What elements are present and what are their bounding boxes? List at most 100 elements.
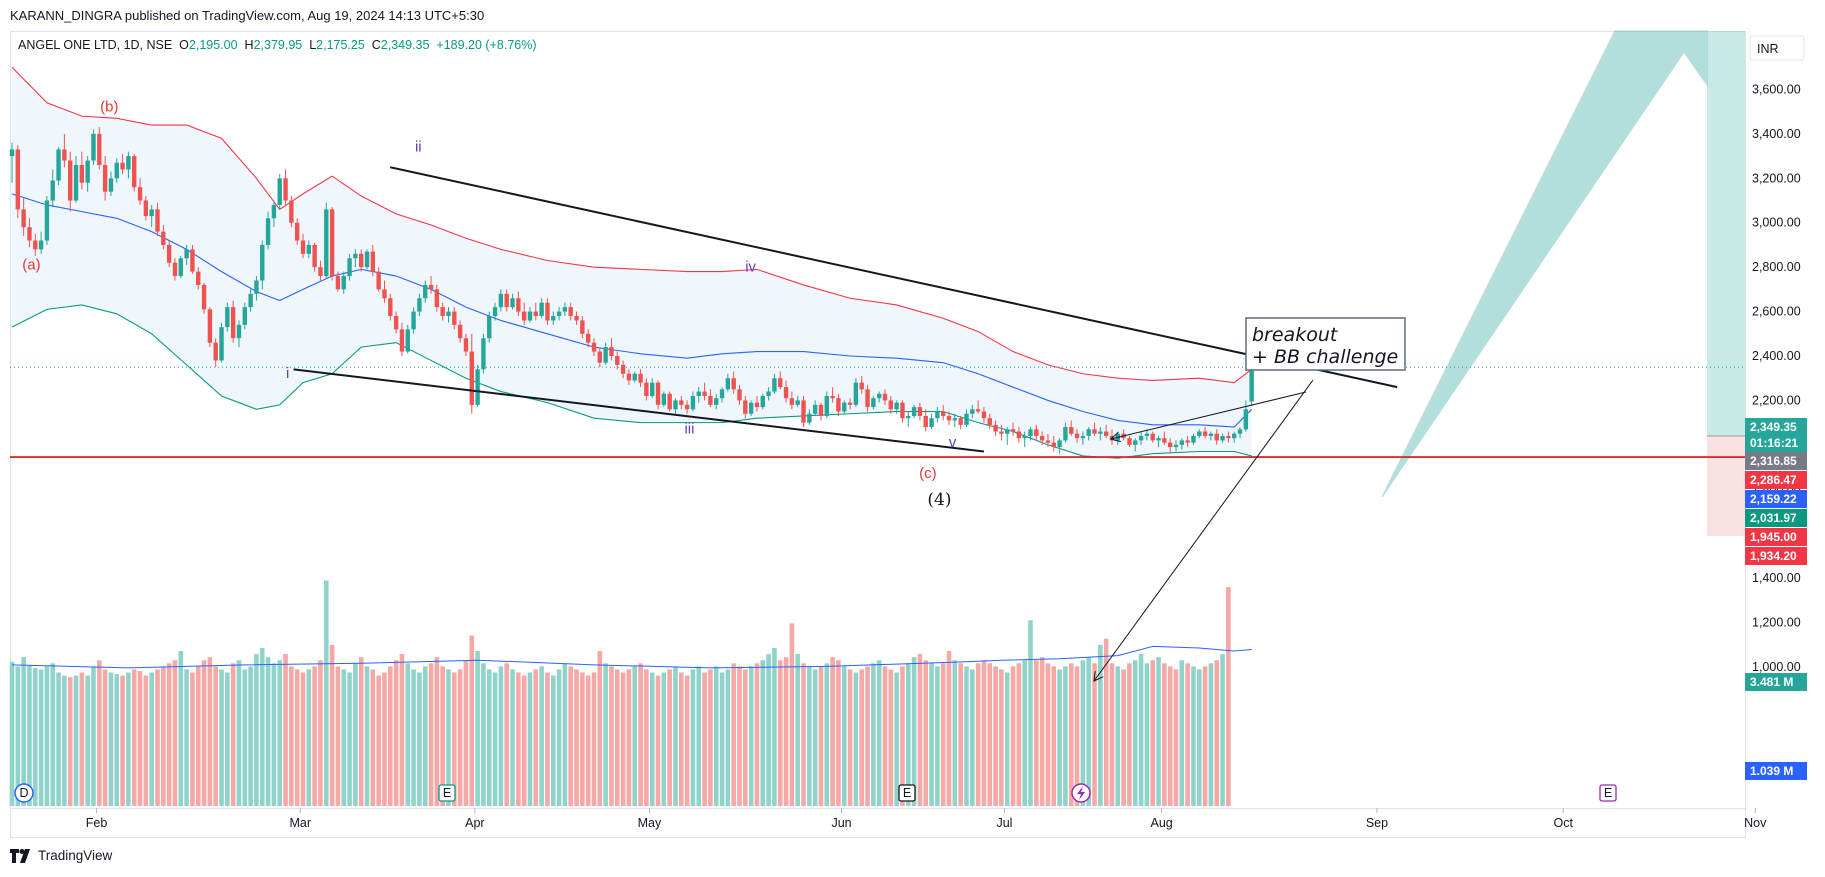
candle[interactable] — [510, 293, 515, 310]
candle[interactable] — [219, 322, 224, 363]
candle[interactable] — [516, 291, 521, 317]
candle[interactable] — [1022, 431, 1027, 448]
candle[interactable] — [1063, 422, 1068, 443]
candle[interactable] — [353, 249, 358, 268]
candle[interactable] — [615, 351, 620, 370]
candle[interactable] — [498, 289, 504, 312]
earnings-marker[interactable] — [898, 784, 916, 802]
candle[interactable] — [318, 260, 323, 281]
candle[interactable] — [504, 289, 509, 312]
candle[interactable] — [166, 240, 172, 268]
candle[interactable] — [766, 387, 771, 401]
candle[interactable] — [155, 202, 160, 237]
candle[interactable] — [807, 409, 812, 425]
candle[interactable] — [452, 307, 457, 330]
candle[interactable] — [27, 218, 32, 248]
candle[interactable] — [312, 242, 317, 272]
candle[interactable] — [556, 307, 562, 321]
candle[interactable] — [242, 302, 247, 330]
candle[interactable] — [149, 204, 154, 228]
candle[interactable] — [778, 371, 783, 390]
candle[interactable] — [225, 302, 230, 332]
candle[interactable] — [376, 267, 381, 292]
candle[interactable] — [958, 415, 963, 430]
candle[interactable] — [434, 284, 440, 312]
candle[interactable] — [405, 324, 410, 354]
candle[interactable] — [428, 276, 434, 294]
candle[interactable] — [364, 249, 370, 270]
candle[interactable] — [521, 302, 527, 325]
currency-selector[interactable]: INR — [1749, 35, 1805, 61]
candle[interactable] — [679, 395, 684, 410]
candle[interactable] — [754, 395, 760, 412]
candle[interactable] — [108, 171, 114, 197]
candle[interactable] — [1191, 433, 1196, 445]
candle[interactable] — [196, 267, 201, 290]
candle[interactable] — [574, 311, 579, 325]
candle[interactable] — [1028, 427, 1033, 441]
candle[interactable] — [655, 380, 661, 410]
candle[interactable] — [888, 395, 894, 414]
candle[interactable] — [842, 400, 847, 414]
candle[interactable] — [137, 178, 143, 205]
candle[interactable] — [1167, 438, 1173, 454]
candle[interactable] — [638, 369, 643, 388]
candle[interactable] — [184, 244, 189, 265]
candle[interactable] — [714, 393, 719, 410]
candle[interactable] — [1185, 435, 1190, 448]
candle[interactable] — [102, 156, 108, 201]
callout-arrow-price[interactable] — [1111, 391, 1307, 439]
candle[interactable] — [964, 409, 969, 428]
candle[interactable] — [911, 404, 917, 419]
candle[interactable] — [1057, 438, 1062, 454]
candle[interactable] — [1173, 440, 1179, 452]
candle[interactable] — [1226, 431, 1231, 443]
candle[interactable] — [335, 271, 341, 292]
candle[interactable] — [1103, 424, 1109, 439]
candle[interactable] — [981, 407, 987, 423]
candle[interactable] — [1208, 431, 1214, 441]
candle[interactable] — [946, 411, 952, 425]
candle[interactable] — [865, 384, 870, 412]
candle[interactable] — [399, 322, 405, 356]
candle[interactable] — [632, 371, 637, 383]
candle[interactable] — [609, 338, 614, 361]
candle[interactable] — [300, 233, 306, 259]
candle[interactable] — [1080, 431, 1086, 445]
candle[interactable] — [871, 395, 876, 410]
candle[interactable] — [1016, 427, 1022, 443]
candle[interactable] — [906, 411, 911, 428]
callout-box[interactable]: breakout + BB challenge — [1245, 317, 1406, 371]
candle[interactable] — [748, 400, 754, 416]
candle[interactable] — [999, 424, 1004, 441]
candle[interactable] — [539, 298, 544, 319]
candle[interactable] — [690, 391, 696, 412]
candle[interactable] — [824, 391, 829, 419]
candle[interactable] — [900, 400, 905, 423]
candle[interactable] — [853, 378, 859, 408]
candle[interactable] — [213, 338, 218, 368]
candle[interactable] — [859, 375, 864, 394]
candle[interactable] — [306, 240, 312, 259]
candle[interactable] — [580, 316, 585, 339]
candle[interactable] — [417, 293, 422, 317]
symbol-legend[interactable]: ANGEL ONE LTD, 1D, NSE O2,195.00 H2,379.… — [18, 38, 537, 52]
candle[interactable] — [1074, 429, 1080, 443]
candle[interactable] — [801, 395, 806, 428]
candle[interactable] — [941, 404, 946, 421]
candle[interactable] — [73, 156, 79, 203]
dividend-marker[interactable] — [14, 783, 34, 803]
candle[interactable] — [923, 409, 928, 432]
candle[interactable] — [650, 378, 655, 399]
candle[interactable] — [1220, 433, 1225, 443]
candle[interactable] — [591, 338, 597, 356]
candle[interactable] — [1005, 427, 1010, 445]
tradingview-footer[interactable]: TradingView — [10, 848, 112, 863]
candle[interactable] — [329, 207, 335, 281]
candle[interactable] — [38, 231, 44, 254]
candle[interactable] — [772, 373, 777, 394]
candle[interactable] — [207, 307, 213, 348]
candle[interactable] — [667, 391, 672, 412]
candle[interactable] — [1214, 429, 1219, 445]
candle[interactable] — [737, 384, 742, 405]
